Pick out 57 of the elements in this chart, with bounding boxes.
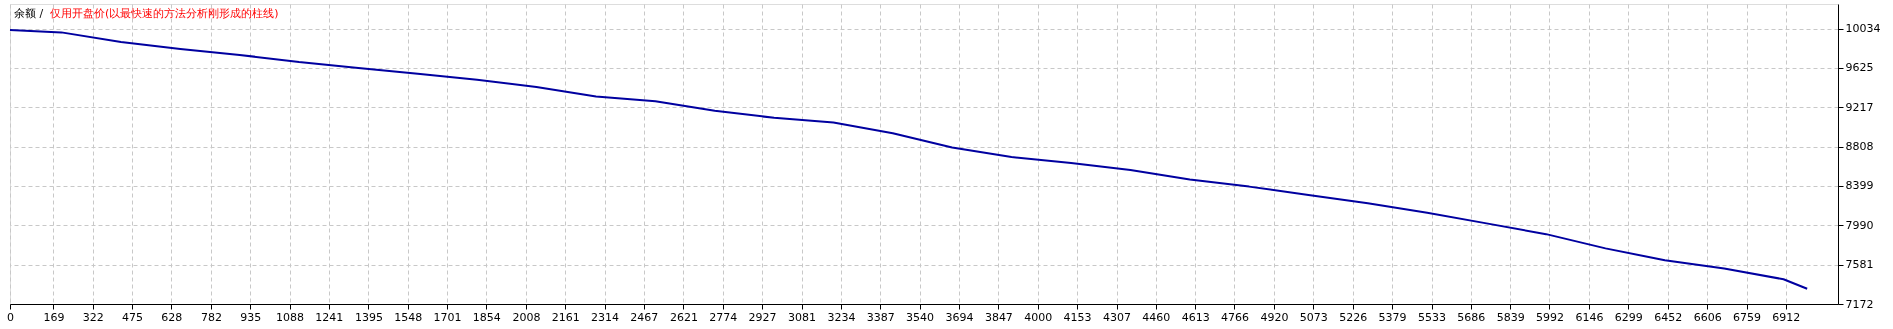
x-tick-label: 5379 xyxy=(1378,310,1407,324)
x-tick-label: 6452 xyxy=(1654,310,1683,324)
x-tick-label: 2774 xyxy=(709,310,738,324)
y-tick-label: 10034 xyxy=(1845,22,1881,36)
x-tick-label: 4153 xyxy=(1063,310,1092,324)
y-tick-label: 7581 xyxy=(1845,258,1874,272)
chart-title: 余额 / xyxy=(14,7,44,20)
x-tick-label: 4460 xyxy=(1142,310,1171,324)
x-tick-label: 2008 xyxy=(512,310,541,324)
y-tick-label: 7990 xyxy=(1845,218,1874,232)
x-tick-label: 475 xyxy=(122,310,144,324)
x-tick-label: 3847 xyxy=(984,310,1013,324)
x-tick-label: 1548 xyxy=(394,310,423,324)
x-tick-label: 5226 xyxy=(1339,310,1368,324)
x-tick-label: 3694 xyxy=(945,310,974,324)
x-tick-label: 5992 xyxy=(1535,310,1564,324)
x-tick-label: 5686 xyxy=(1457,310,1486,324)
y-tick-label: 8399 xyxy=(1845,179,1874,193)
x-tick-label: 2621 xyxy=(669,310,698,324)
x-tick-label: 6606 xyxy=(1693,310,1722,324)
x-tick-label: 1854 xyxy=(472,310,501,324)
x-tick-label: 6912 xyxy=(1772,310,1801,324)
x-tick-label: 628 xyxy=(161,310,183,324)
x-tick-label: 4766 xyxy=(1220,310,1249,324)
x-tick-label: 5839 xyxy=(1496,310,1525,324)
x-tick-label: 5533 xyxy=(1418,310,1447,324)
x-tick-label: 0 xyxy=(7,310,14,324)
x-tick-label: 6759 xyxy=(1733,310,1762,324)
y-tick-label: 7172 xyxy=(1845,297,1874,311)
x-tick-label: 4613 xyxy=(1181,310,1210,324)
x-tick-label: 3081 xyxy=(788,310,817,324)
x-tick-label: 1701 xyxy=(433,310,462,324)
x-tick-label: 6146 xyxy=(1575,310,1604,324)
x-tick-label: 322 xyxy=(82,310,104,324)
x-tick-label: 6299 xyxy=(1614,310,1643,324)
x-tick-label: 169 xyxy=(43,310,65,324)
x-tick-label: 2314 xyxy=(591,310,620,324)
x-tick-label: 4000 xyxy=(1024,310,1053,324)
x-tick-label: 935 xyxy=(240,310,262,324)
x-tick-label: 3234 xyxy=(827,310,856,324)
x-tick-label: 2467 xyxy=(630,310,659,324)
line-series xyxy=(9,28,1809,290)
x-tick-label: 1088 xyxy=(276,310,305,324)
y-tick-label: 8808 xyxy=(1845,140,1874,154)
x-tick-label: 5073 xyxy=(1299,310,1328,324)
x-tick-label: 1241 xyxy=(315,310,344,324)
x-tick-label: 4307 xyxy=(1103,310,1132,324)
x-tick-label: 2927 xyxy=(748,310,777,324)
x-tick-label: 2161 xyxy=(551,310,580,324)
y-tick-label: 9625 xyxy=(1845,61,1874,75)
x-tick-label: 3540 xyxy=(906,310,934,324)
x-tick-label: 782 xyxy=(200,310,222,324)
y-tick-label: 9217 xyxy=(1845,100,1874,114)
x-tick-label: 3387 xyxy=(866,310,895,324)
x-tick-label: 4920 xyxy=(1260,310,1289,324)
chart-subtitle: 仅用开盘价(以最快速的方法分析刚形成的柱线) xyxy=(50,7,279,20)
x-tick-label: 1395 xyxy=(354,310,383,324)
